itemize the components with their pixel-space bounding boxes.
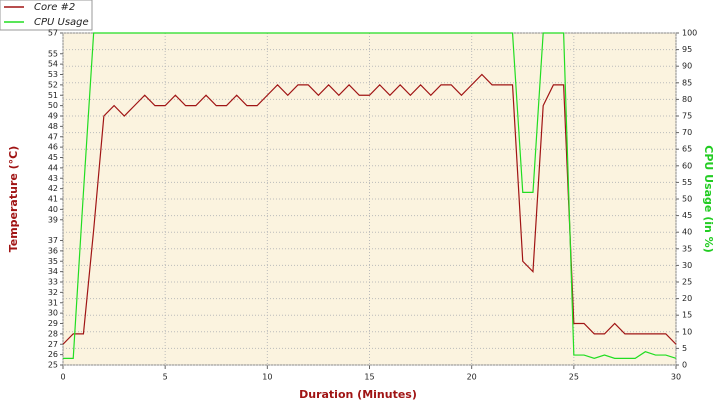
y2-tick-label: 85 xyxy=(682,78,692,87)
y2-axis-label: CPU Usage (in %) xyxy=(702,145,715,252)
y2-tick-label: 5 xyxy=(682,344,687,353)
y-tick-label: 52 xyxy=(48,80,58,89)
y2-tick-label: 80 xyxy=(682,95,692,104)
y-tick-label: 32 xyxy=(48,288,58,297)
y2-tick-label: 0 xyxy=(682,361,687,370)
y-tick-label: 46 xyxy=(48,143,58,152)
y-tick-label: 57 xyxy=(48,29,58,38)
y-tick-label: 55 xyxy=(48,49,58,58)
x-axis-label: Duration (Minutes) xyxy=(299,388,417,401)
x-tick-label: 5 xyxy=(163,373,168,382)
legend xyxy=(0,0,93,31)
y2-tick-label: 95 xyxy=(682,45,692,54)
y-axis-label: Temperature (°C) xyxy=(7,146,20,253)
line-series xyxy=(63,32,677,359)
y2-tick-label: 55 xyxy=(682,178,692,187)
y2-tick-label: 40 xyxy=(682,228,692,237)
y-tick-label: 49 xyxy=(48,112,58,121)
y-tick-label: 31 xyxy=(48,298,58,307)
y2-tick-label: 15 xyxy=(682,311,692,320)
y2-tick-label: 30 xyxy=(682,261,692,270)
x-tick-label: 10 xyxy=(262,373,272,382)
y-tick-label: 40 xyxy=(48,205,58,214)
legend-label: Core #2 xyxy=(34,2,75,13)
y2-tick-label: 65 xyxy=(682,145,692,154)
line-series xyxy=(62,73,677,345)
y-tick-label: 45 xyxy=(48,153,58,162)
x-tick-label: 30 xyxy=(671,373,681,382)
y-tick-label: 34 xyxy=(48,267,58,276)
x-tick-label: 20 xyxy=(467,373,477,382)
y2-tick-label: 10 xyxy=(682,327,692,336)
y-tick-label: 29 xyxy=(48,319,58,328)
y-tick-label: 26 xyxy=(48,350,58,359)
y-tick-label: 42 xyxy=(48,184,58,193)
y-tick-label: 47 xyxy=(48,132,58,141)
y-tick-label: 41 xyxy=(48,195,58,204)
y2-tick-label: 25 xyxy=(682,278,692,287)
y-tick-label: 28 xyxy=(48,329,58,338)
y-tick-label: 27 xyxy=(48,340,58,349)
y2-tick-label: 50 xyxy=(682,195,692,204)
legend-label: CPU Usage xyxy=(34,17,89,28)
y2-tick-label: 90 xyxy=(682,62,692,71)
y2-tick-label: 75 xyxy=(682,112,692,121)
x-tick-label: 25 xyxy=(569,373,579,382)
y-tick-label: 35 xyxy=(48,257,58,266)
y-tick-label: 48 xyxy=(48,122,58,131)
y-tick-label: 25 xyxy=(48,361,58,370)
y-tick-label: 30 xyxy=(48,309,58,318)
y-tick-label: 39 xyxy=(48,215,58,224)
y-tick-label: 36 xyxy=(48,246,58,255)
y2-tick-label: 20 xyxy=(682,294,692,303)
y-tick-label: 33 xyxy=(48,278,58,287)
y2-tick-label: 60 xyxy=(682,161,692,170)
y-tick-label: 50 xyxy=(48,101,58,110)
x-tick-label: 0 xyxy=(60,373,65,382)
y2-tick-label: 100 xyxy=(682,29,697,38)
y-tick-label: 51 xyxy=(48,91,58,100)
y2-tick-label: 70 xyxy=(682,128,692,137)
y-tick-label: 54 xyxy=(48,60,58,69)
y-tick-label: 43 xyxy=(48,174,58,183)
x-tick-label: 15 xyxy=(364,373,374,382)
y-tick-label: 53 xyxy=(48,70,58,79)
y-tick-label: 37 xyxy=(48,236,58,245)
y2-tick-label: 35 xyxy=(682,244,692,253)
y2-tick-label: 45 xyxy=(682,211,692,220)
y-tick-label: 44 xyxy=(48,163,58,172)
